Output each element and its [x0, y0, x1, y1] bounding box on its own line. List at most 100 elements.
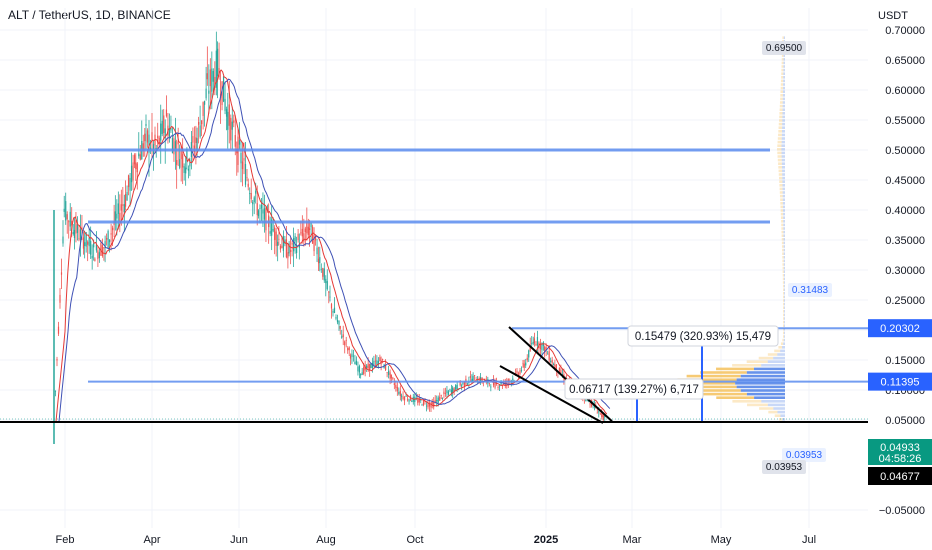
candle-body [84, 242, 86, 246]
candle-body [75, 219, 77, 234]
candle-body [151, 132, 153, 142]
profile-bar-up [774, 349, 781, 353]
candle-body [512, 378, 514, 380]
candle-body [225, 109, 228, 117]
candle-body [174, 141, 177, 149]
candle-body [139, 154, 141, 160]
candle-body [253, 197, 255, 202]
profile-bar-down [783, 220, 785, 223]
profile-bar-down [783, 263, 785, 266]
candle-body [596, 412, 598, 414]
profile-bar-down [783, 274, 785, 277]
candle-body [259, 208, 261, 209]
candle-body [329, 296, 331, 298]
candle-body [195, 137, 197, 143]
candle-body [400, 395, 403, 397]
price-tag-upper-text: 0.20302 [880, 323, 920, 335]
candle-body [366, 365, 368, 369]
candle-body [430, 404, 432, 408]
profile-bar-up [780, 86, 784, 90]
profile-bar-up [780, 209, 784, 212]
profile-bar-down [782, 90, 785, 93]
candle-body [257, 210, 260, 217]
profile-bar-up [778, 169, 783, 173]
profile-bar-down [784, 284, 785, 288]
profile-bar-up [782, 338, 784, 342]
candle-body [72, 232, 74, 235]
candle-body [269, 231, 271, 234]
profile-bar-down [782, 119, 785, 122]
profile-bar-up [686, 374, 741, 378]
candle-body [146, 130, 149, 143]
profile-bar-down [783, 54, 785, 57]
profile-bar-up [783, 335, 785, 338]
falling-wedge [499, 326, 613, 424]
candle-body [317, 258, 320, 264]
profile-bar-down [782, 346, 785, 349]
candle-body [532, 341, 534, 344]
candle-body [65, 201, 67, 221]
candle-body [122, 204, 124, 206]
candle-body [344, 341, 346, 346]
candle-body [598, 411, 600, 413]
candle-body [215, 50, 217, 88]
profile-bar-up [780, 83, 784, 86]
profile-bar-down [782, 194, 785, 198]
candle-body [517, 373, 520, 376]
profile-bar-down [783, 230, 785, 234]
profile-bar-down [784, 281, 785, 284]
candle-body [284, 239, 286, 244]
candle-body [348, 347, 350, 351]
profile-bar-down [783, 252, 785, 255]
profile-bar-up [732, 400, 762, 403]
candle-body [142, 143, 144, 152]
profile-bar-down [780, 414, 785, 417]
profile-bar-up [783, 320, 785, 324]
profile-bar-down [782, 180, 785, 183]
profile-bar-up [746, 360, 768, 363]
candle-body [471, 378, 473, 383]
price-tag-current-bg [868, 439, 932, 465]
profile-bar-up [783, 295, 785, 299]
candle-body [388, 370, 390, 375]
profile-bar-down [783, 238, 785, 241]
profile-bar-down [784, 277, 785, 281]
price-tag-mid-text: 0.11395 [881, 377, 920, 389]
volume-profile [674, 36, 785, 421]
profile-bar-up [774, 414, 781, 417]
candle-body [206, 73, 208, 80]
profile-bar-down [784, 320, 785, 324]
grid [0, 8, 868, 528]
candle-body [124, 193, 127, 207]
candle-body [395, 384, 397, 388]
candle-body [91, 255, 93, 259]
candle-body [339, 326, 341, 329]
candle-body [163, 115, 165, 133]
candle-body [520, 370, 523, 371]
candle-body [390, 374, 392, 379]
profile-bar-down [784, 310, 785, 313]
candle-body [205, 88, 207, 99]
candle-body [250, 192, 252, 200]
candle-body [127, 175, 130, 188]
candle-body [485, 379, 487, 381]
candle-body [185, 167, 187, 174]
profile-bar-up [780, 79, 784, 83]
y-tick-label: 0.35000 [885, 235, 925, 247]
candle-body [82, 237, 85, 249]
candle-body [453, 388, 455, 392]
profile-bar-down [735, 382, 785, 385]
candle-body [155, 147, 157, 149]
candle-body [233, 120, 235, 123]
profile-bar-down [782, 176, 785, 180]
candle-body [377, 360, 379, 365]
candle-body [76, 224, 79, 233]
measure-long-label-box [627, 325, 779, 347]
profile-bar-up [778, 162, 782, 165]
profile-bar-down [782, 112, 785, 115]
profile-bar-down [781, 140, 785, 144]
profile-bar-down [777, 410, 785, 414]
candle-body [288, 243, 290, 254]
candle-body [144, 133, 146, 142]
